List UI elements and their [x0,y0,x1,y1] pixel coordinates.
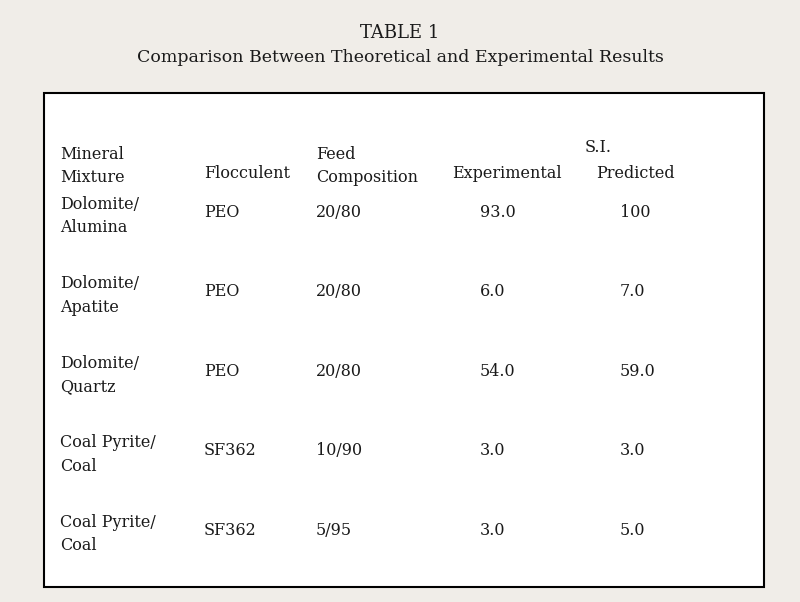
Text: Experimental: Experimental [452,166,562,182]
Text: Predicted: Predicted [596,166,674,182]
Text: PEO: PEO [204,363,239,380]
Text: 7.0: 7.0 [620,284,646,300]
Text: 20/80: 20/80 [316,204,362,221]
Text: 3.0: 3.0 [480,442,506,459]
Text: Dolomite/
Quartz: Dolomite/ Quartz [60,355,139,395]
Text: Feed
Composition: Feed Composition [316,146,418,186]
Text: SF362: SF362 [204,522,257,539]
Text: 5.0: 5.0 [620,522,646,539]
Text: 93.0: 93.0 [480,204,516,221]
Text: TABLE 1: TABLE 1 [360,24,440,42]
Text: Dolomite/
Apatite: Dolomite/ Apatite [60,275,139,315]
Text: 20/80: 20/80 [316,363,362,380]
Text: SF362: SF362 [204,442,257,459]
Text: Mineral
Mixture: Mineral Mixture [60,146,125,186]
Text: PEO: PEO [204,284,239,300]
Text: Flocculent: Flocculent [204,166,290,182]
Text: PEO: PEO [204,204,239,221]
Text: Coal Pyrite/
Coal: Coal Pyrite/ Coal [60,514,156,554]
Text: 10/90: 10/90 [316,442,362,459]
Text: 100: 100 [620,204,650,221]
Text: Dolomite/
Alumina: Dolomite/ Alumina [60,196,139,236]
Text: 5/95: 5/95 [316,522,352,539]
Text: Comparison Between Theoretical and Experimental Results: Comparison Between Theoretical and Exper… [137,49,663,66]
Text: 3.0: 3.0 [620,442,646,459]
Text: 20/80: 20/80 [316,284,362,300]
Text: Coal Pyrite/
Coal: Coal Pyrite/ Coal [60,434,156,474]
Text: 3.0: 3.0 [480,522,506,539]
Text: S.I.: S.I. [585,139,612,156]
Text: 54.0: 54.0 [480,363,516,380]
Text: 59.0: 59.0 [620,363,656,380]
Text: 6.0: 6.0 [480,284,506,300]
